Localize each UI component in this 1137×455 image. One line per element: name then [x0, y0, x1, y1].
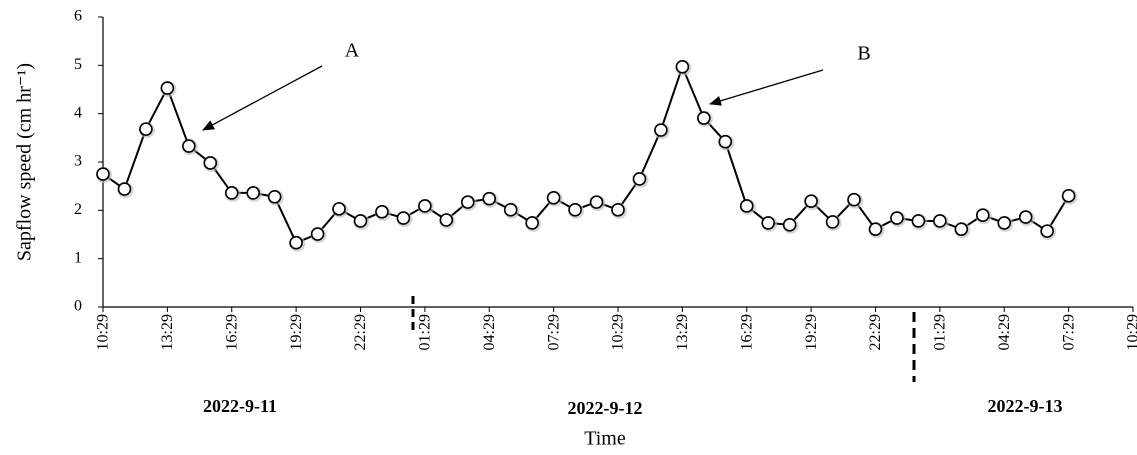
data-point [246, 186, 261, 200]
y-tick-label: 1 [74, 249, 82, 266]
y-tick-label: 4 [74, 104, 82, 121]
data-point [890, 211, 904, 225]
y-tick-label: 0 [74, 298, 82, 315]
data-point [632, 172, 647, 186]
x-tick-label: 16:29 [223, 314, 240, 350]
x-tick-label: 13:29 [674, 314, 691, 350]
x-tick-label: 01:29 [932, 314, 949, 350]
data-point [847, 192, 861, 207]
data-point [611, 203, 625, 217]
annotation-arrow [709, 69, 824, 106]
data-point [589, 195, 604, 209]
x-tick-label: 19:29 [288, 314, 305, 350]
data-point [503, 203, 518, 217]
data-point [139, 122, 153, 136]
data-point [117, 182, 132, 196]
data-point [568, 203, 582, 217]
x-tick-label: 10:29 [1125, 314, 1137, 350]
data-point [482, 191, 497, 206]
y-tick-label: 6 [74, 8, 82, 25]
x-tick-label: 13:29 [159, 314, 176, 350]
data-point [396, 211, 411, 225]
data-point [267, 190, 282, 204]
annotation-arrow [202, 65, 323, 131]
data-point [825, 215, 840, 229]
x-tick-label: 10:29 [610, 314, 627, 350]
y-tick-label: 3 [74, 153, 82, 170]
data-point [546, 190, 561, 205]
data-point [975, 208, 990, 222]
data-point [697, 111, 711, 125]
x-axis-label: Time [584, 428, 626, 450]
y-axis-label: Sapflow speed (cm hr⁻¹) [14, 63, 36, 261]
data-point [782, 218, 797, 232]
data-point [675, 59, 690, 74]
data-point [954, 222, 969, 236]
data-point [997, 216, 1012, 230]
data-point [182, 139, 196, 153]
data-point [332, 202, 346, 216]
x-tick-label: 16:29 [738, 314, 755, 350]
data-point [418, 199, 432, 213]
x-tick-label: 07:29 [545, 314, 562, 350]
data-point [525, 216, 539, 230]
data-point [1040, 224, 1054, 238]
data-point [160, 81, 175, 95]
date-label: 2022-9-13 [988, 396, 1063, 416]
data-point [96, 167, 110, 181]
date-label: 2022-9-11 [203, 396, 277, 416]
data-point [804, 194, 818, 208]
data-point [375, 204, 389, 219]
data-point [1018, 210, 1033, 224]
x-tick-label: 07:29 [1060, 314, 1077, 350]
x-tick-label: 04:29 [481, 314, 498, 350]
data-point [911, 214, 926, 228]
annotation: A [345, 40, 360, 62]
x-tick-label: 19:29 [803, 314, 820, 350]
data-point [289, 235, 303, 250]
date-label: 2022-9-12 [568, 398, 643, 418]
data-point [718, 134, 733, 149]
data-point [224, 186, 239, 200]
x-tick-label: 22:29 [352, 314, 369, 350]
x-tick-label: 10:29 [95, 314, 112, 350]
data-point [353, 214, 368, 228]
data-point [460, 195, 475, 209]
data-point [439, 213, 454, 227]
data-point [933, 214, 947, 228]
y-tick-label: 2 [74, 201, 82, 218]
data-point [310, 227, 325, 241]
data-point [761, 216, 776, 230]
data-point [739, 199, 754, 213]
annotation: B [857, 43, 870, 65]
series-line [102, 63, 1070, 245]
data-point [868, 222, 883, 236]
x-tick-label: 01:29 [417, 314, 434, 350]
y-tick-label: 5 [74, 56, 82, 73]
data-point [1061, 189, 1076, 203]
data-point [203, 156, 218, 170]
data-point [654, 123, 668, 137]
x-tick-label: 22:29 [867, 314, 884, 350]
x-tick-label: 04:29 [996, 314, 1013, 350]
